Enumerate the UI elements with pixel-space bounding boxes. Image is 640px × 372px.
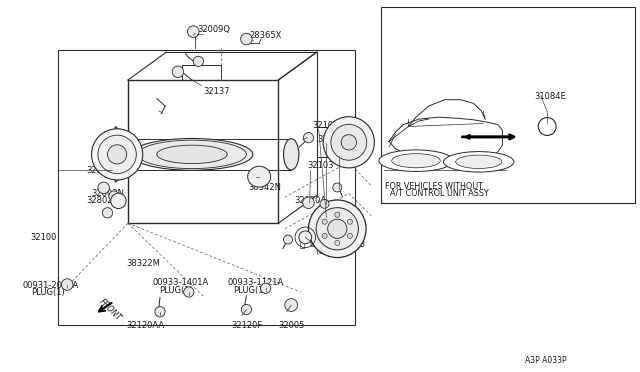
Ellipse shape xyxy=(392,154,440,168)
Text: 32005: 32005 xyxy=(278,321,305,330)
Text: PLUG(1): PLUG(1) xyxy=(234,286,268,295)
Circle shape xyxy=(328,219,347,238)
Text: 32814E: 32814E xyxy=(317,135,349,144)
Circle shape xyxy=(333,183,342,192)
Ellipse shape xyxy=(131,138,253,170)
Ellipse shape xyxy=(379,150,453,171)
Text: PLUG(1): PLUG(1) xyxy=(159,286,193,295)
Circle shape xyxy=(102,208,113,218)
Circle shape xyxy=(193,56,204,67)
Text: 32120AA: 32120AA xyxy=(127,321,165,330)
Ellipse shape xyxy=(157,145,227,164)
Polygon shape xyxy=(115,126,131,182)
Ellipse shape xyxy=(456,155,502,169)
Text: 32802: 32802 xyxy=(86,196,113,205)
Circle shape xyxy=(98,182,109,193)
Circle shape xyxy=(98,135,136,174)
Text: 00933-1121A: 00933-1121A xyxy=(227,278,284,287)
Circle shape xyxy=(538,118,556,135)
Text: 32120A: 32120A xyxy=(294,196,326,205)
Circle shape xyxy=(260,283,271,294)
Circle shape xyxy=(172,66,184,77)
Circle shape xyxy=(285,299,298,311)
Circle shape xyxy=(308,200,366,257)
Text: (6): (6) xyxy=(315,247,327,256)
Circle shape xyxy=(92,129,143,180)
Circle shape xyxy=(331,124,367,160)
Text: 32100H: 32100H xyxy=(312,121,345,130)
Circle shape xyxy=(320,199,329,208)
Bar xyxy=(58,50,355,326)
Circle shape xyxy=(188,26,199,37)
Circle shape xyxy=(348,233,353,238)
Circle shape xyxy=(108,145,127,164)
Circle shape xyxy=(241,33,252,45)
Ellipse shape xyxy=(248,166,271,187)
Text: 31084E: 31084E xyxy=(534,92,566,101)
Circle shape xyxy=(109,191,119,201)
Text: A3P A033P: A3P A033P xyxy=(525,356,566,365)
Text: FRONT: FRONT xyxy=(97,297,123,323)
Text: 38342N: 38342N xyxy=(248,183,282,192)
Text: 32100: 32100 xyxy=(31,232,57,241)
Circle shape xyxy=(111,193,126,209)
Circle shape xyxy=(316,208,358,250)
Circle shape xyxy=(322,219,327,224)
Text: 32137: 32137 xyxy=(204,87,230,96)
Text: 00933-1401A: 00933-1401A xyxy=(152,278,209,287)
Ellipse shape xyxy=(284,139,299,170)
Text: 32004M: 32004M xyxy=(334,148,368,157)
Text: Ⓑ: Ⓑ xyxy=(300,240,305,249)
Text: 32803N: 32803N xyxy=(92,189,125,198)
Circle shape xyxy=(303,197,314,208)
Text: 32103: 32103 xyxy=(307,161,333,170)
Text: A/T CONTROL UNIT ASSY: A/T CONTROL UNIT ASSY xyxy=(390,189,489,198)
Text: 32120F: 32120F xyxy=(232,321,263,330)
Circle shape xyxy=(323,117,374,168)
Circle shape xyxy=(303,132,314,143)
Circle shape xyxy=(341,135,356,150)
Circle shape xyxy=(155,307,165,317)
Circle shape xyxy=(335,212,340,217)
Text: 32009Q: 32009Q xyxy=(197,25,230,34)
Circle shape xyxy=(241,304,252,315)
Bar xyxy=(381,7,635,203)
Circle shape xyxy=(322,233,327,238)
Ellipse shape xyxy=(444,152,514,172)
Text: 38322M: 38322M xyxy=(127,259,161,267)
Text: PLUG(1): PLUG(1) xyxy=(31,288,65,297)
Circle shape xyxy=(284,235,292,244)
Text: 32803M: 32803M xyxy=(86,166,120,174)
Text: FOR VEHICLES WITHOUT: FOR VEHICLES WITHOUT xyxy=(385,182,483,190)
Circle shape xyxy=(184,287,194,297)
Circle shape xyxy=(61,279,73,290)
Circle shape xyxy=(348,219,353,224)
Text: 08120-61628: 08120-61628 xyxy=(309,240,365,249)
Circle shape xyxy=(335,240,340,246)
Text: 00931-2081A: 00931-2081A xyxy=(22,281,79,290)
Ellipse shape xyxy=(138,140,246,169)
Text: 28365X: 28365X xyxy=(250,31,282,39)
Circle shape xyxy=(299,231,312,244)
